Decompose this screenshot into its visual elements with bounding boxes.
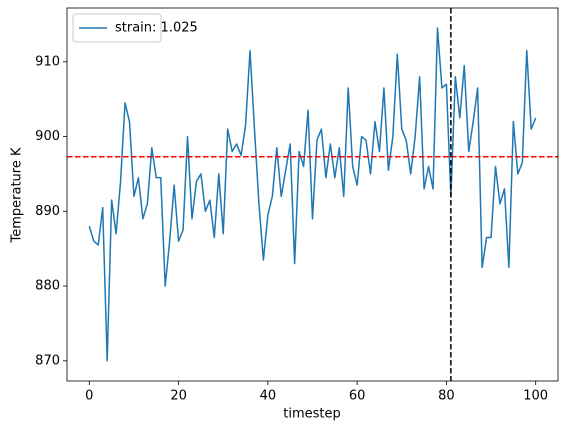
x-tick-label: 0 bbox=[85, 389, 93, 404]
y-tick-label: 910 bbox=[35, 54, 60, 69]
x-tick-label: 40 bbox=[260, 389, 277, 404]
y-tick-label: 900 bbox=[35, 129, 60, 144]
y-tick-label: 890 bbox=[35, 204, 60, 219]
x-tick-label: 100 bbox=[523, 389, 548, 404]
x-tick-label: 20 bbox=[170, 389, 187, 404]
axes-frame bbox=[66, 7, 559, 382]
data-line bbox=[88, 27, 537, 362]
x-axis-label: timestep bbox=[283, 407, 341, 422]
legend-label: strain: 1.025 bbox=[115, 21, 198, 36]
y-tick-label: 880 bbox=[35, 279, 60, 294]
legend-box bbox=[72, 13, 162, 43]
y-tick-label: 870 bbox=[35, 353, 60, 368]
y-axis-label: Temperature K bbox=[10, 147, 25, 243]
x-tick-label: 80 bbox=[438, 389, 455, 404]
x-tick-label: 60 bbox=[349, 389, 366, 404]
